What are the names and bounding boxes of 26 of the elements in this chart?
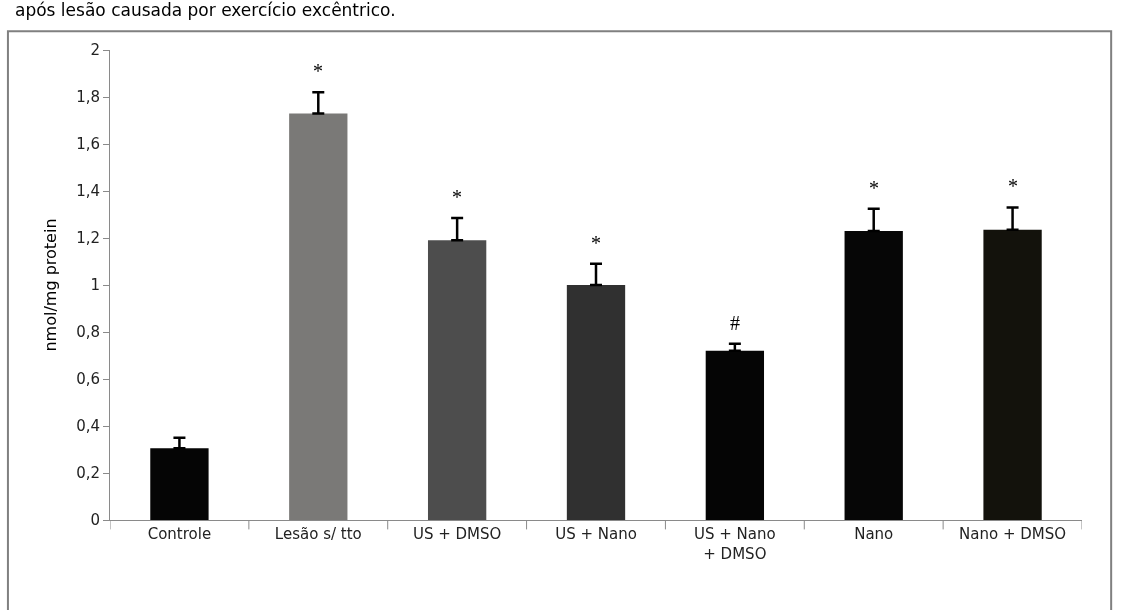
x-tick-label: US + DMSO bbox=[412, 525, 502, 543]
y-tick-label: 2 bbox=[90, 41, 100, 60]
y-tick-label: 1,6 bbox=[76, 135, 100, 154]
y-tick-label: 0,2 bbox=[76, 464, 100, 483]
x-tick-label: Lesão s/ tto bbox=[274, 525, 362, 543]
y-tick-label: 0 bbox=[90, 511, 100, 530]
y-tick-label: 0,8 bbox=[76, 323, 100, 342]
annotation: * bbox=[1008, 175, 1018, 197]
y-tick-label: 1,2 bbox=[76, 229, 100, 248]
y-axis-title: nmol/mg protein bbox=[41, 218, 61, 352]
x-tick-label: Controle bbox=[147, 525, 212, 543]
text: após lesão causada por exercício excêntrico. bbox=[15, 0, 396, 20]
annotation: * bbox=[313, 60, 323, 82]
annotation: * bbox=[591, 232, 601, 254]
annotation: * bbox=[452, 186, 462, 208]
y-tick-label: 0,4 bbox=[76, 417, 100, 436]
annotation: # bbox=[730, 312, 740, 334]
y-tick-label: 1,4 bbox=[76, 182, 100, 201]
annotation: * bbox=[869, 177, 879, 199]
x-tick-label: US + Nano + DMSO bbox=[694, 525, 776, 563]
y-tick-label: 1,8 bbox=[76, 88, 100, 107]
x-tick-label: Nano + DMSO bbox=[959, 525, 1067, 543]
y-tick-label: 1 bbox=[90, 276, 100, 295]
x-tick-label: Nano bbox=[854, 525, 894, 543]
x-tick-label: US + Nano bbox=[555, 525, 637, 543]
y-tick-label: 0,6 bbox=[76, 370, 100, 389]
